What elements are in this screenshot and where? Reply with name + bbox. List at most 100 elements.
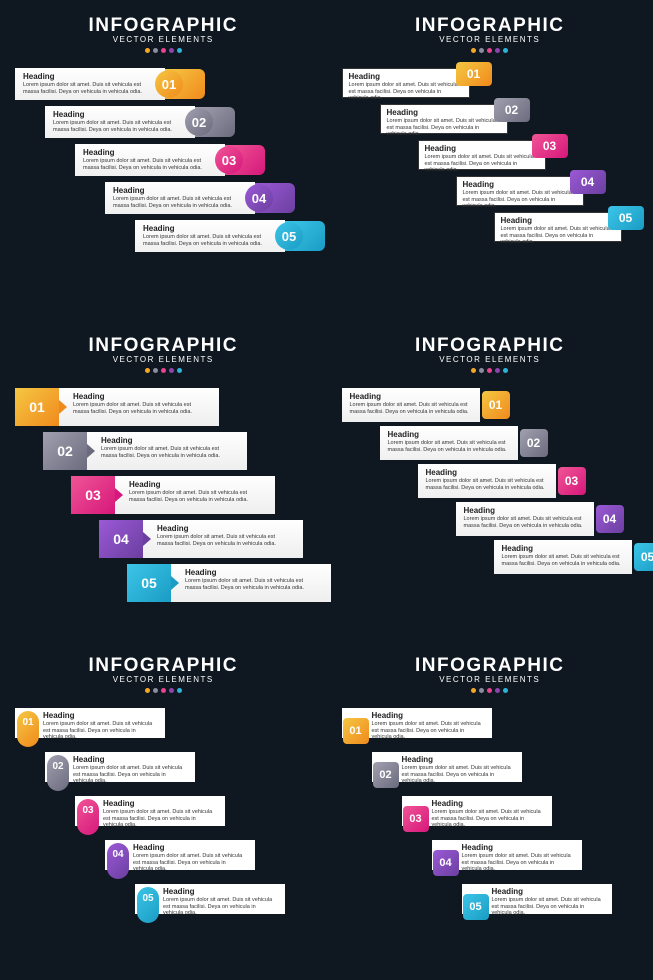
step-item: HeadingLorem ipsum dolor sit amet. Duis … bbox=[342, 176, 639, 212]
dots-row bbox=[15, 48, 312, 53]
item-body: Lorem ipsum dolor sit amet. Duis sit veh… bbox=[73, 765, 187, 785]
step-number-badge: 03 bbox=[403, 806, 429, 832]
item-heading: Heading bbox=[372, 711, 484, 720]
item-body: Lorem ipsum dolor sit amet. Duis sit veh… bbox=[185, 578, 317, 591]
step-card: HeadingLorem ipsum dolor sit amet. Duis … bbox=[59, 388, 219, 426]
dot bbox=[161, 368, 166, 373]
step-number-badge: 02 bbox=[47, 755, 69, 791]
step-number-badge: 02 bbox=[43, 432, 87, 470]
dots-row bbox=[15, 368, 312, 373]
dot bbox=[169, 368, 174, 373]
item-heading: Heading bbox=[463, 180, 577, 189]
item-body: Lorem ipsum dolor sit amet. Duis sit veh… bbox=[83, 158, 217, 171]
dot bbox=[153, 368, 158, 373]
step-item: HeadingLorem ipsum dolor sit amet. Duis … bbox=[15, 106, 312, 144]
dot bbox=[153, 48, 158, 53]
step-item: HeadingLorem ipsum dolor sit amet. Duis … bbox=[342, 796, 639, 840]
subtitle: VECTOR ELEMENTS bbox=[15, 355, 312, 364]
dots-row bbox=[342, 688, 639, 693]
title: INFOGRAPHIC bbox=[15, 335, 312, 357]
step-item: HeadingLorem ipsum dolor sit amet. Duis … bbox=[99, 520, 312, 562]
step-card: HeadingLorem ipsum dolor sit amet. Duis … bbox=[135, 220, 285, 252]
step-number-badge: 05 bbox=[608, 206, 644, 230]
item-body: Lorem ipsum dolor sit amet. Duis sit veh… bbox=[143, 234, 277, 247]
step-item: HeadingLorem ipsum dolor sit amet. Duis … bbox=[15, 68, 312, 106]
step-number-badge: 01 bbox=[155, 70, 183, 98]
item-heading: Heading bbox=[502, 544, 624, 553]
item-body: Lorem ipsum dolor sit amet. Duis sit veh… bbox=[350, 402, 472, 415]
step-item: HeadingLorem ipsum dolor sit amet. Duis … bbox=[15, 388, 312, 430]
step-item: HeadingLorem ipsum dolor sit amet. Duis … bbox=[15, 752, 312, 796]
dot bbox=[471, 688, 476, 693]
item-heading: Heading bbox=[73, 392, 205, 401]
step-item: HeadingLorem ipsum dolor sit amet. Duis … bbox=[342, 464, 639, 502]
item-body: Lorem ipsum dolor sit amet. Duis sit veh… bbox=[425, 154, 539, 174]
dot bbox=[161, 48, 166, 53]
dot bbox=[487, 48, 492, 53]
item-heading: Heading bbox=[492, 887, 604, 896]
title: INFOGRAPHIC bbox=[342, 655, 639, 677]
item-heading: Heading bbox=[462, 843, 574, 852]
item-heading: Heading bbox=[464, 506, 586, 515]
step-card: HeadingLorem ipsum dolor sit amet. Duis … bbox=[342, 388, 480, 422]
step-number-badge: 03 bbox=[215, 146, 243, 174]
step-number-badge: 01 bbox=[456, 62, 492, 86]
panel-f: INFOGRAPHICVECTOR ELEMENTSHeadingLorem i… bbox=[327, 650, 653, 970]
step-card: HeadingLorem ipsum dolor sit amet. Duis … bbox=[105, 182, 255, 214]
item-body: Lorem ipsum dolor sit amet. Duis sit veh… bbox=[463, 190, 577, 210]
item-heading: Heading bbox=[53, 110, 187, 119]
step-card: HeadingLorem ipsum dolor sit amet. Duis … bbox=[75, 144, 225, 176]
step-item: HeadingLorem ipsum dolor sit amet. Duis … bbox=[15, 182, 312, 220]
step-item: HeadingLorem ipsum dolor sit amet. Duis … bbox=[342, 68, 639, 104]
item-body: Lorem ipsum dolor sit amet. Duis sit veh… bbox=[43, 721, 157, 741]
item-heading: Heading bbox=[501, 216, 615, 225]
step-item: HeadingLorem ipsum dolor sit amet. Duis … bbox=[15, 708, 312, 752]
dot bbox=[169, 48, 174, 53]
dot bbox=[495, 688, 500, 693]
subtitle: VECTOR ELEMENTS bbox=[15, 675, 312, 684]
dot bbox=[487, 368, 492, 373]
item-body: Lorem ipsum dolor sit amet. Duis sit veh… bbox=[349, 82, 463, 102]
item-body: Lorem ipsum dolor sit amet. Duis sit veh… bbox=[388, 440, 510, 453]
subtitle: VECTOR ELEMENTS bbox=[15, 35, 312, 44]
item-heading: Heading bbox=[73, 755, 187, 764]
dot bbox=[503, 688, 508, 693]
item-body: Lorem ipsum dolor sit amet. Duis sit veh… bbox=[492, 897, 604, 917]
panel-d: INFOGRAPHICVECTOR ELEMENTSHeadingLorem i… bbox=[327, 330, 653, 650]
item-heading: Heading bbox=[43, 711, 157, 720]
step-item: HeadingLorem ipsum dolor sit amet. Duis … bbox=[15, 144, 312, 182]
item-heading: Heading bbox=[163, 887, 277, 896]
title-block: INFOGRAPHICVECTOR ELEMENTS bbox=[342, 335, 639, 373]
item-body: Lorem ipsum dolor sit amet. Duis sit veh… bbox=[372, 721, 484, 741]
arrow-icon bbox=[143, 532, 151, 546]
stack: HeadingLorem ipsum dolor sit amet. Duis … bbox=[342, 708, 639, 928]
title-block: INFOGRAPHICVECTOR ELEMENTS bbox=[342, 15, 639, 53]
step-item: HeadingLorem ipsum dolor sit amet. Duis … bbox=[342, 104, 639, 140]
step-number-badge: 04 bbox=[570, 170, 606, 194]
dot bbox=[487, 688, 492, 693]
step-item: HeadingLorem ipsum dolor sit amet. Duis … bbox=[342, 426, 639, 464]
dot bbox=[479, 48, 484, 53]
dot bbox=[503, 368, 508, 373]
title: INFOGRAPHIC bbox=[342, 15, 639, 37]
item-heading: Heading bbox=[143, 224, 277, 233]
step-number-badge: 03 bbox=[71, 476, 115, 514]
item-heading: Heading bbox=[23, 72, 157, 81]
step-item: HeadingLorem ipsum dolor sit amet. Duis … bbox=[15, 884, 312, 928]
step-number-badge: 04 bbox=[433, 850, 459, 876]
item-heading: Heading bbox=[83, 148, 217, 157]
dot bbox=[479, 368, 484, 373]
item-body: Lorem ipsum dolor sit amet. Duis sit veh… bbox=[501, 226, 615, 246]
item-heading: Heading bbox=[388, 430, 510, 439]
step-item: HeadingLorem ipsum dolor sit amet. Duis … bbox=[342, 502, 639, 540]
item-heading: Heading bbox=[387, 108, 501, 117]
item-body: Lorem ipsum dolor sit amet. Duis sit veh… bbox=[402, 765, 514, 785]
item-heading: Heading bbox=[402, 755, 514, 764]
item-body: Lorem ipsum dolor sit amet. Duis sit veh… bbox=[387, 118, 501, 138]
step-number-badge: 04 bbox=[245, 184, 273, 212]
item-heading: Heading bbox=[101, 436, 233, 445]
title: INFOGRAPHIC bbox=[15, 15, 312, 37]
title-block: INFOGRAPHICVECTOR ELEMENTS bbox=[15, 335, 312, 373]
step-number-badge: 03 bbox=[558, 467, 586, 495]
item-body: Lorem ipsum dolor sit amet. Duis sit veh… bbox=[113, 196, 247, 209]
